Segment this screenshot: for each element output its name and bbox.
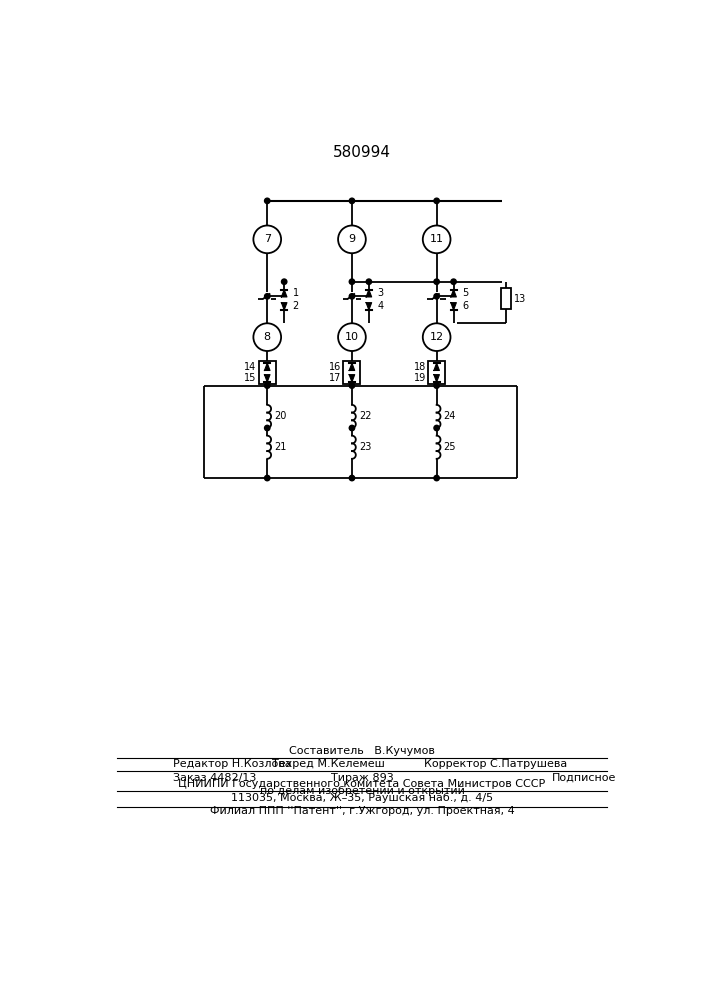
Circle shape — [434, 475, 439, 481]
Circle shape — [434, 294, 439, 299]
Bar — [344, 361, 361, 384]
Circle shape — [338, 225, 366, 253]
Text: по делам изобретений и открытий: по делам изобретений и открытий — [259, 786, 464, 796]
Circle shape — [349, 294, 355, 299]
Text: Составитель   В.Кучумов: Составитель В.Кучумов — [289, 746, 435, 756]
Text: Филиал ППП ''Патент'', г.Ужгород, ул. Проектная, 4: Филиал ППП ''Патент'', г.Ужгород, ул. Пр… — [209, 806, 514, 816]
Text: Подписное: Подписное — [552, 773, 617, 783]
Circle shape — [349, 198, 355, 204]
Text: 3: 3 — [378, 288, 383, 298]
Polygon shape — [281, 290, 287, 297]
Circle shape — [349, 383, 355, 388]
Text: 4: 4 — [378, 301, 383, 311]
Text: 23: 23 — [359, 442, 371, 452]
Text: Редактор Н.Козлова: Редактор Н.Козлова — [173, 759, 292, 769]
Text: 12: 12 — [430, 332, 444, 342]
Circle shape — [281, 279, 287, 284]
Circle shape — [349, 279, 355, 284]
Text: 2: 2 — [293, 301, 299, 311]
Polygon shape — [349, 375, 355, 382]
Circle shape — [253, 323, 281, 351]
Text: Тираж 893: Тираж 893 — [331, 773, 393, 783]
Text: 21: 21 — [274, 442, 286, 452]
Circle shape — [434, 383, 439, 388]
Text: 8: 8 — [264, 332, 271, 342]
Circle shape — [451, 279, 456, 284]
Polygon shape — [434, 375, 440, 382]
Text: 20: 20 — [274, 411, 286, 421]
Polygon shape — [264, 375, 270, 382]
Text: 22: 22 — [359, 411, 371, 421]
Circle shape — [253, 225, 281, 253]
Bar — [428, 361, 445, 384]
Text: 9: 9 — [349, 234, 356, 244]
Polygon shape — [366, 290, 372, 297]
Circle shape — [434, 425, 439, 431]
Text: 18: 18 — [414, 362, 426, 372]
Bar — [501, 288, 511, 309]
Circle shape — [423, 323, 450, 351]
Circle shape — [434, 279, 439, 284]
Circle shape — [423, 225, 450, 253]
Circle shape — [434, 198, 439, 204]
Text: 19: 19 — [414, 373, 426, 383]
Text: 5: 5 — [462, 288, 468, 298]
Text: 15: 15 — [244, 373, 257, 383]
Polygon shape — [281, 303, 287, 310]
Text: 1: 1 — [293, 288, 299, 298]
Polygon shape — [451, 303, 456, 310]
Text: 10: 10 — [345, 332, 359, 342]
Polygon shape — [264, 363, 270, 370]
Circle shape — [264, 198, 270, 204]
Text: 113035, Москва, Ж–35, Раушская наб., д. 4/5: 113035, Москва, Ж–35, Раушская наб., д. … — [231, 793, 493, 803]
Bar — [259, 361, 276, 384]
Text: 13: 13 — [515, 294, 527, 304]
Text: ЦНИИПИ Государственного комитета Совета Министров СССР: ЦНИИПИ Государственного комитета Совета … — [178, 779, 546, 789]
Text: 580994: 580994 — [333, 145, 391, 160]
Polygon shape — [366, 303, 372, 310]
Circle shape — [264, 475, 270, 481]
Polygon shape — [349, 363, 355, 370]
Text: 17: 17 — [329, 373, 341, 383]
Polygon shape — [451, 290, 456, 297]
Circle shape — [264, 294, 270, 299]
Text: 6: 6 — [462, 301, 468, 311]
Text: 25: 25 — [443, 442, 456, 452]
Text: 24: 24 — [443, 411, 456, 421]
Circle shape — [338, 323, 366, 351]
Circle shape — [264, 383, 270, 388]
Text: 7: 7 — [264, 234, 271, 244]
Circle shape — [366, 279, 372, 284]
Circle shape — [349, 475, 355, 481]
Text: 11: 11 — [430, 234, 444, 244]
Text: 14: 14 — [244, 362, 257, 372]
Circle shape — [264, 425, 270, 431]
Text: Корректор С.Патрушева: Корректор С.Патрушева — [424, 759, 568, 769]
Text: Заказ 4482/13: Заказ 4482/13 — [173, 773, 257, 783]
Text: Техред М.Келемеш: Техред М.Келемеш — [272, 759, 385, 769]
Polygon shape — [434, 363, 440, 370]
Text: 16: 16 — [329, 362, 341, 372]
Circle shape — [349, 425, 355, 431]
